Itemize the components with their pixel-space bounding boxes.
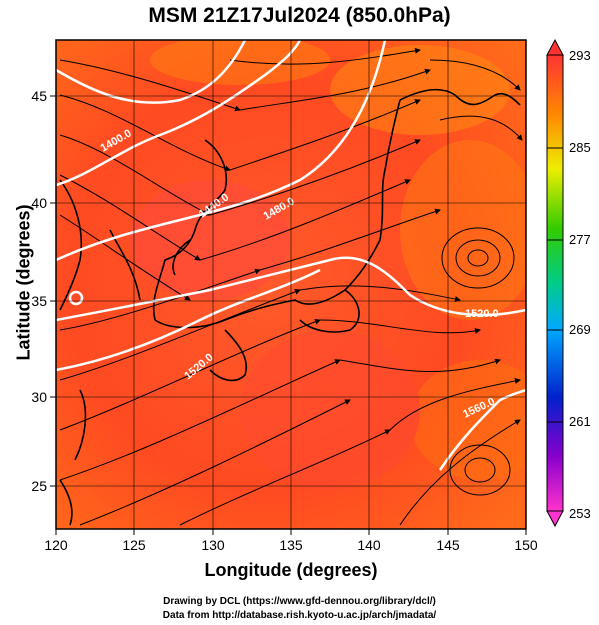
x-tick-label: 150 <box>514 537 538 553</box>
colorbar-label: 253 <box>569 506 591 521</box>
height-contours <box>56 40 526 471</box>
colorbar: 293 285 277 269 261 253 <box>546 38 591 528</box>
credit-drawing: Drawing by DCL (https://www.gfd-dennou.o… <box>163 596 436 607</box>
colorbar-label: 277 <box>569 232 591 247</box>
colorbar-min-arrow <box>546 510 564 528</box>
axis-ticks <box>50 95 527 535</box>
x-tick-label: 145 <box>436 537 460 553</box>
contour-label: 1520.0 <box>465 308 499 320</box>
chart-title: MSM 21Z17Jul2024 (850.0hPa) <box>148 4 451 27</box>
x-tick-label: 140 <box>357 537 381 553</box>
y-tick-label: 30 <box>31 389 47 405</box>
y-tick-label: 25 <box>31 478 47 494</box>
x-axis-label: Longitude (degrees) <box>204 560 378 580</box>
y-tick-label: 45 <box>31 88 47 104</box>
y-tick-label: 40 <box>31 195 47 211</box>
wind-streamlines <box>59 47 523 526</box>
y-tick-labels: 25 30 35 40 45 <box>31 88 47 494</box>
colorbar-label: 293 <box>569 48 591 63</box>
grid-lines <box>56 40 526 529</box>
credit-data: Data from http://database.rish.kyoto-u.a… <box>162 610 437 621</box>
colorbar-label: 269 <box>569 322 591 337</box>
x-tick-labels: 120 125 130 135 140 145 150 <box>44 537 538 553</box>
colorbar-label: 261 <box>569 414 591 429</box>
y-axis-label: Latitude (degrees) <box>13 204 34 361</box>
temperature-field <box>56 40 526 529</box>
y-tick-label: 35 <box>31 293 47 309</box>
x-tick-label: 135 <box>279 537 303 553</box>
x-tick-label: 120 <box>44 537 68 553</box>
x-tick-label: 130 <box>201 537 225 553</box>
colorbar-label: 285 <box>569 140 591 155</box>
colorbar-max-arrow <box>546 38 564 56</box>
x-tick-label: 125 <box>122 537 146 553</box>
